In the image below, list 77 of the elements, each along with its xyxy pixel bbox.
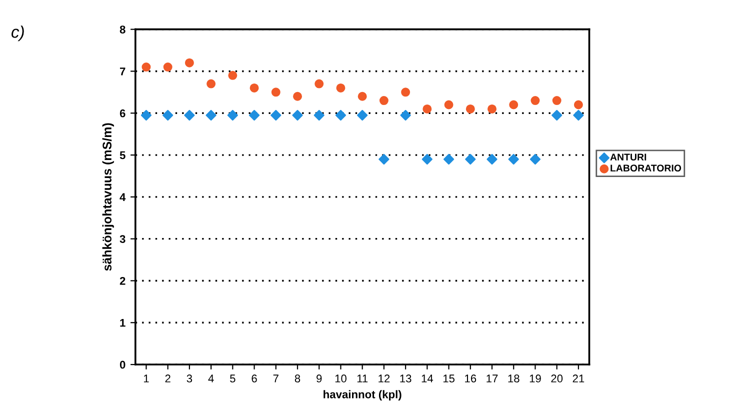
point <box>357 110 368 121</box>
x-tick-label: 19 <box>530 374 541 382</box>
point <box>248 110 260 121</box>
y-tick-label: 8 <box>120 26 126 34</box>
x-tick-label: 9 <box>316 374 322 382</box>
x-axis-title: havainnot (kpl) <box>324 390 402 401</box>
y-tick-label: 7 <box>120 68 126 76</box>
point <box>400 110 411 121</box>
point <box>336 83 346 92</box>
point <box>206 110 216 121</box>
point <box>378 154 390 165</box>
point <box>422 104 432 114</box>
point <box>466 104 475 114</box>
y-axis-title: sähkönjohtavuus (mS/m) <box>102 123 114 271</box>
point <box>552 96 562 106</box>
point <box>443 154 454 165</box>
point <box>530 154 541 165</box>
point <box>552 110 562 121</box>
point <box>335 110 346 121</box>
point <box>292 110 303 121</box>
y-tick-label: 2 <box>120 276 126 285</box>
point <box>509 100 518 110</box>
text: c) <box>12 26 24 42</box>
point <box>314 79 324 88</box>
y-tick-label: 3 <box>120 235 126 243</box>
point <box>228 70 238 80</box>
point <box>206 79 216 88</box>
x-tick-label: 7 <box>273 374 278 382</box>
point <box>379 96 388 106</box>
point <box>488 104 497 114</box>
x-tick-label: 8 <box>294 374 300 382</box>
x-tick-label: 1 <box>144 374 149 382</box>
legend-label: LABORATORIO <box>610 164 682 172</box>
point <box>270 110 282 121</box>
x-tick-label: 12 <box>378 374 390 382</box>
point <box>163 62 172 72</box>
x-tick-label: 20 <box>551 374 563 382</box>
x-tick-label: 13 <box>400 374 412 382</box>
point <box>271 88 280 97</box>
point <box>162 110 174 121</box>
x-tick-label: 17 <box>486 374 498 382</box>
x-tick-label: 11 <box>357 374 368 382</box>
point <box>530 96 540 106</box>
x-tick-label: 18 <box>508 374 520 382</box>
point <box>184 58 194 68</box>
point <box>465 154 476 165</box>
point <box>140 110 152 121</box>
point <box>508 154 519 165</box>
x-tick-label: 15 <box>443 374 454 382</box>
x-tick-label: 3 <box>186 374 192 382</box>
point <box>574 100 583 110</box>
point <box>573 110 584 121</box>
x-tick-label: 5 <box>230 374 236 382</box>
y-tick-label: 6 <box>120 109 126 118</box>
x-tick-label: 21 <box>572 374 584 382</box>
point <box>314 110 324 121</box>
x-tick-label: 6 <box>252 374 257 382</box>
y-tick-label: 1 <box>120 319 126 327</box>
x-tick-label: 16 <box>465 374 476 382</box>
x-tick-label: 4 <box>208 374 214 382</box>
x-tick-label: 10 <box>335 374 346 382</box>
point <box>401 88 410 97</box>
x-tick-label: 14 <box>422 374 434 382</box>
point <box>293 92 302 101</box>
y-tick-label: 5 <box>120 151 126 160</box>
legend-label: ANTURI <box>610 154 646 161</box>
point <box>444 100 454 110</box>
point <box>142 62 151 72</box>
y-tick-label: 0 <box>120 360 126 369</box>
point <box>486 154 498 165</box>
point <box>422 154 432 165</box>
x-tick-label: 2 <box>165 374 170 382</box>
point <box>250 83 259 92</box>
point <box>358 92 367 101</box>
point <box>227 110 238 121</box>
y-tick-label: 4 <box>120 193 126 201</box>
point <box>184 110 195 121</box>
